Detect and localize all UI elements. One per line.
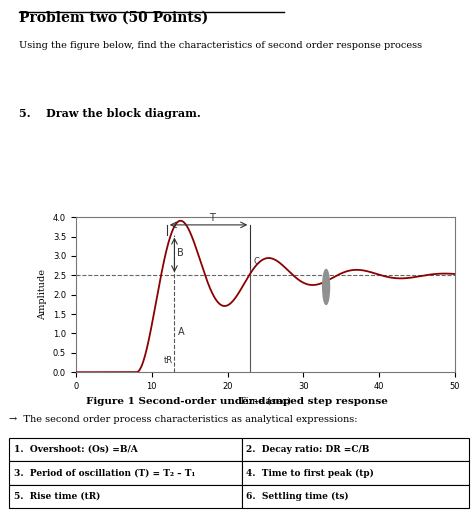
Circle shape [323, 269, 329, 305]
Text: 5.    Draw the block diagram.: 5. Draw the block diagram. [19, 108, 201, 118]
Text: Using the figure below, find the characteristics of second order response proces: Using the figure below, find the charact… [19, 41, 422, 50]
Text: 1.  Overshoot: (Os) =B/A: 1. Overshoot: (Os) =B/A [14, 445, 138, 454]
Y-axis label: Amplitude: Amplitude [38, 269, 47, 320]
Text: Figure 1 Second-order under-damped step response: Figure 1 Second-order under-damped step … [86, 397, 388, 406]
FancyBboxPatch shape [9, 461, 242, 485]
Text: B: B [177, 248, 184, 258]
Text: →  The second order process characteristics as analytical expressions:: → The second order process characteristi… [9, 415, 358, 424]
FancyBboxPatch shape [242, 485, 469, 508]
Text: Problem two (50 Points): Problem two (50 Points) [19, 10, 208, 24]
FancyBboxPatch shape [9, 485, 242, 508]
FancyBboxPatch shape [242, 437, 469, 461]
FancyBboxPatch shape [242, 461, 469, 485]
Text: 6.  Settling time (ts): 6. Settling time (ts) [246, 492, 349, 501]
Text: tR: tR [164, 356, 173, 365]
Text: A: A [177, 327, 184, 337]
Text: C: C [253, 257, 259, 266]
X-axis label: Time (sec): Time (sec) [239, 397, 292, 405]
FancyBboxPatch shape [9, 437, 242, 461]
Text: 2.  Decay ratio: DR =C/B: 2. Decay ratio: DR =C/B [246, 445, 370, 454]
Text: 3.  Period of oscillation (T) = T₂ – T₁: 3. Period of oscillation (T) = T₂ – T₁ [14, 468, 195, 478]
Text: 5.  Rise time (tR): 5. Rise time (tR) [14, 492, 100, 501]
Text: 4.  Time to first peak (tp): 4. Time to first peak (tp) [246, 468, 374, 478]
Text: T: T [210, 214, 215, 223]
